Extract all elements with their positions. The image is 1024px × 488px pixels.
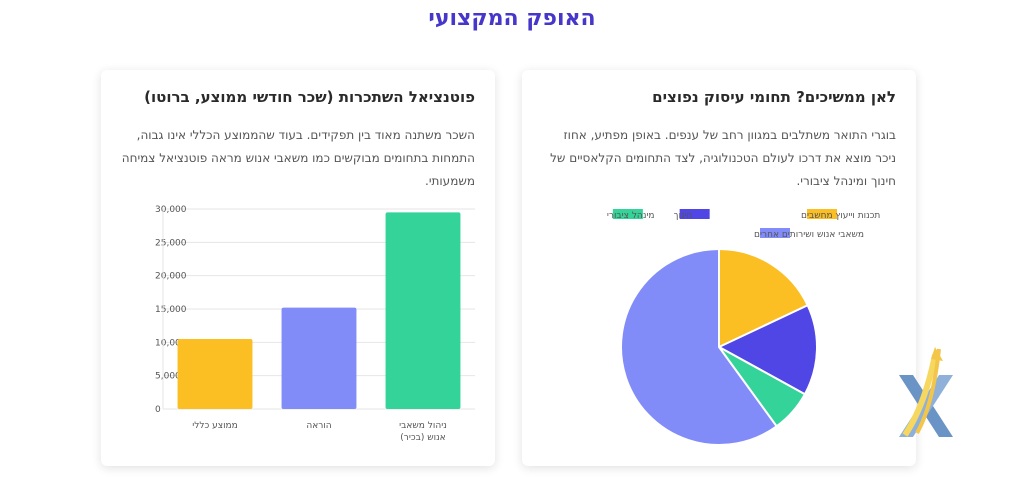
y-tick-label: 5,000 [155,372,181,382]
y-tick-label: 30,000 [155,205,187,215]
bar[interactable] [177,339,253,409]
bar[interactable] [385,212,461,409]
page-title: האופק המקצועי [428,6,596,31]
pie-slice[interactable] [718,247,810,349]
salary-text: השכר משתנה מאוד בין תפקידים. בעוד שהממוצ… [121,128,475,188]
legend-label[interactable]: משאבי אנוש ושירותים אחרים [754,230,864,240]
logo-icon [899,347,953,437]
legend-swatch [760,228,790,238]
y-tick-label: 10,000 [155,338,187,348]
y-tick-label: 25,000 [155,238,187,248]
legend-label[interactable]: תכנות וייעוץ מחשבים [801,211,880,221]
x-tick-label: הוראה [306,421,331,431]
bar[interactable] [281,307,357,409]
y-tick-label: 20,000 [155,272,187,282]
legend-label[interactable]: חינוך [674,211,693,221]
legend-swatch [807,209,837,219]
legend-label[interactable]: מינהל ציבורי [607,211,655,221]
y-tick-label: 15,000 [155,305,187,315]
x-tick-label: ניהול משאבי [399,421,447,431]
occupations-text: בוגרי התואר משתלבים במגוון רחב של ענפים.… [550,128,896,188]
legend-swatch [612,209,643,219]
y-tick-label: 0 [155,405,161,415]
pie-slice[interactable] [716,303,818,396]
legend-swatch [679,209,710,219]
salary-title: פוטנציאל השתכרות (שכר חודשי ממוצע, ברוטו… [144,88,475,106]
occupations-title: לאן ממשיכים? תחומי עיסוק נפוצים [652,88,896,106]
x-tick-label: ממוצע כללי [192,421,238,431]
pie-slice[interactable] [620,247,779,446]
x-tick-label: אנוש (בכיר) [400,433,445,443]
